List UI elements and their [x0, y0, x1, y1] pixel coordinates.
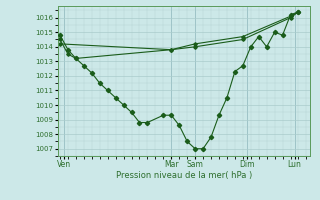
X-axis label: Pression niveau de la mer( hPa ): Pression niveau de la mer( hPa ): [116, 171, 252, 180]
